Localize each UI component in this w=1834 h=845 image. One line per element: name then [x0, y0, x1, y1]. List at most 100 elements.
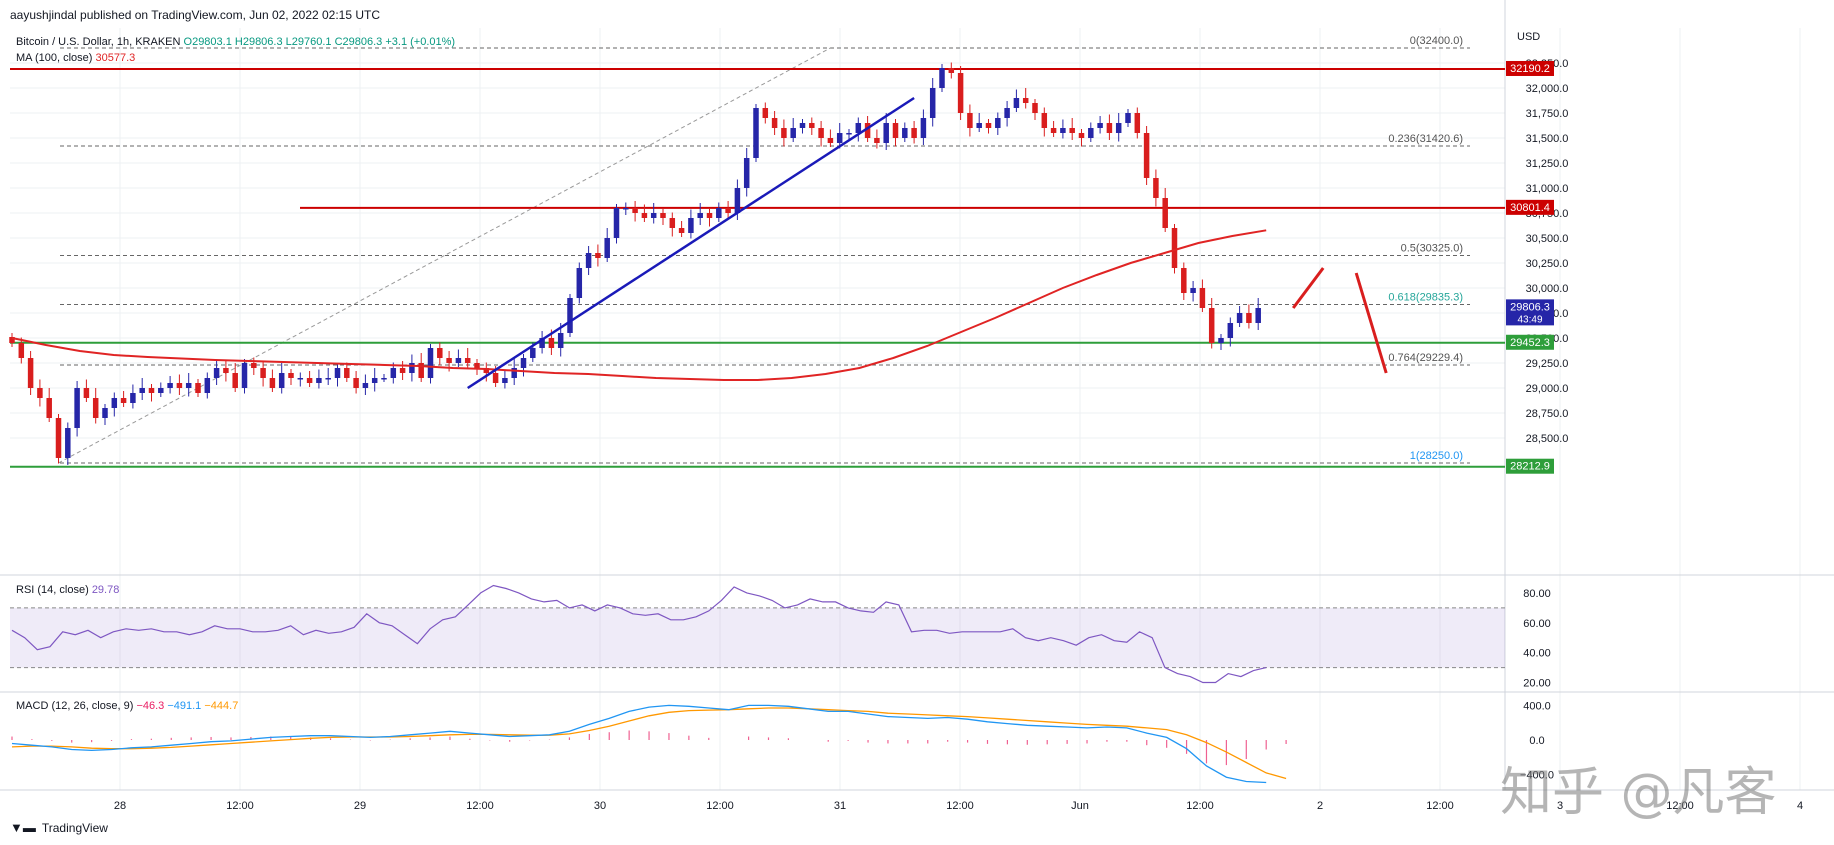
price-tick-label: 31,000.0 [1526, 183, 1569, 195]
candle-down [55, 418, 62, 458]
axis-unit-label: USD [1517, 31, 1540, 43]
candle-down [399, 368, 406, 373]
candle-down [306, 378, 313, 383]
price-badge [1506, 299, 1554, 326]
candle-up [204, 378, 211, 393]
publish-info: aayushjindal published on TradingView.co… [10, 8, 381, 22]
candle-down [251, 363, 257, 368]
candle-up [325, 378, 331, 380]
candle-up [920, 118, 927, 138]
candle-down [446, 358, 452, 363]
candle-up [976, 123, 982, 128]
candle-down [1208, 308, 1215, 343]
candle-up [409, 363, 415, 373]
price-badge-label: 29452.3 [1510, 337, 1550, 349]
candle-up [697, 213, 703, 218]
candle-down [1153, 178, 1159, 198]
candle-down [9, 337, 15, 343]
ma-value: 30577.3 [95, 52, 136, 64]
candle-up [213, 368, 220, 378]
candle-up [241, 363, 248, 388]
candle-down [1022, 98, 1029, 103]
projection-up-stroke [1291, 267, 1325, 309]
time-tick-label: 12:00 [706, 800, 734, 812]
price-badge-label: 29806.3 [1510, 301, 1550, 313]
candle-up [576, 268, 583, 298]
candle-down [548, 338, 555, 348]
macd-tick-label: 0.0 [1529, 735, 1544, 747]
rsi-value: 29.78 [91, 584, 120, 596]
fib-level-1-label: 1(28250.0) [1410, 450, 1463, 462]
macd-line [11, 704, 1267, 784]
price-tick-label: 31,750.0 [1526, 108, 1569, 120]
time-tick-label: Jun [1071, 800, 1089, 812]
candle-up [1004, 108, 1010, 118]
horizontal-levels [10, 67, 1505, 468]
rsi-band [10, 607, 1505, 668]
candle-up [539, 338, 545, 348]
candle-up [1227, 323, 1234, 338]
candle-up [316, 378, 322, 383]
candle-down [706, 213, 713, 218]
candle-down [1181, 268, 1187, 293]
time-tick-label: 31 [834, 800, 846, 812]
ma-label: MA (100, close) [16, 52, 93, 64]
price-tick-label: 30,250.0 [1526, 258, 1569, 270]
candle-up [390, 368, 397, 378]
price-badge [1506, 199, 1554, 215]
candle-up [185, 383, 192, 388]
time-tick-label: 12:00 [946, 800, 974, 812]
candle-up [102, 408, 108, 418]
candle-up [1013, 98, 1020, 108]
rsi-pane: 20.00 40.00 60.00 80.00 [10, 584, 1551, 690]
candle-down [195, 383, 201, 393]
price-tick-label: 31,250.0 [1526, 158, 1569, 170]
candle-down [464, 358, 471, 363]
time-tick-label: 29 [354, 800, 366, 812]
candle-up [381, 378, 387, 380]
candle-down [344, 368, 350, 378]
candle-up [427, 348, 434, 378]
candle-down [911, 128, 917, 138]
watermark: 知乎 @凡客 [1500, 763, 1777, 823]
candle-down [641, 213, 648, 218]
candle-up [158, 388, 164, 393]
symbol-legend: Bitcoin / U.S. Dollar, 1h, KRAKEN O29803… [16, 36, 455, 48]
candle-down [83, 388, 90, 398]
candle-down [827, 138, 834, 143]
candle-down [1143, 133, 1150, 178]
candle-up [520, 358, 527, 368]
price-tick-label: 32,000.0 [1526, 83, 1569, 95]
candle-down [985, 123, 992, 128]
symbol-ohlc: O29803.1 H29806.3 L29760.1 C29806.3 +3.1… [183, 36, 456, 48]
candle-up [278, 373, 285, 388]
projection-layer [1291, 267, 1388, 374]
time-tick-label: 12:00 [1666, 800, 1694, 812]
footer-brand[interactable]: ▼▬ TradingView [10, 820, 108, 835]
candle-down [176, 383, 183, 388]
price-badge [1506, 334, 1554, 350]
time-tick-label: 12:00 [226, 800, 254, 812]
candle-up [167, 383, 173, 388]
candle-up [567, 298, 573, 333]
fib-level-0-label: 0(32400.0) [1410, 35, 1463, 47]
candle-up [1236, 313, 1243, 323]
candle-up [734, 188, 741, 213]
candle-up [623, 208, 629, 210]
time-tick-label: 12:00 [1426, 800, 1454, 812]
candle-down [632, 208, 638, 213]
candle-down [818, 128, 824, 138]
candle-down [474, 363, 480, 368]
symbol-name: Bitcoin / U.S. Dollar, 1h, KRAKEN [16, 36, 181, 48]
macd-pane: 400.0 0.0 −400.0 [11, 700, 1554, 784]
candle-up [1218, 338, 1224, 343]
candle-up [716, 208, 722, 218]
candle-up [883, 123, 889, 143]
candle-up [846, 133, 852, 135]
time-tick-label: 12:00 [466, 800, 494, 812]
price-badge-label: 30801.4 [1510, 202, 1550, 214]
macd-legend: MACD (12, 26, close, 9) −46.3 −491.1 −44… [16, 700, 238, 712]
macd-hist-value: −46.3 [136, 700, 165, 712]
time-tick-label: 4 [1797, 800, 1803, 812]
